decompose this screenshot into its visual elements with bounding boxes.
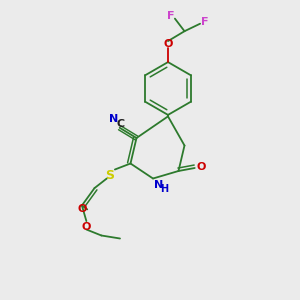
Text: O: O <box>77 204 86 214</box>
Text: H: H <box>160 184 169 194</box>
Text: F: F <box>167 11 175 21</box>
Text: C: C <box>116 119 124 130</box>
Text: N: N <box>109 114 118 124</box>
Text: O: O <box>82 221 91 232</box>
Text: O: O <box>163 39 173 49</box>
Text: N: N <box>154 180 163 190</box>
Text: F: F <box>201 17 208 27</box>
Text: S: S <box>105 169 114 182</box>
Text: O: O <box>196 162 206 172</box>
